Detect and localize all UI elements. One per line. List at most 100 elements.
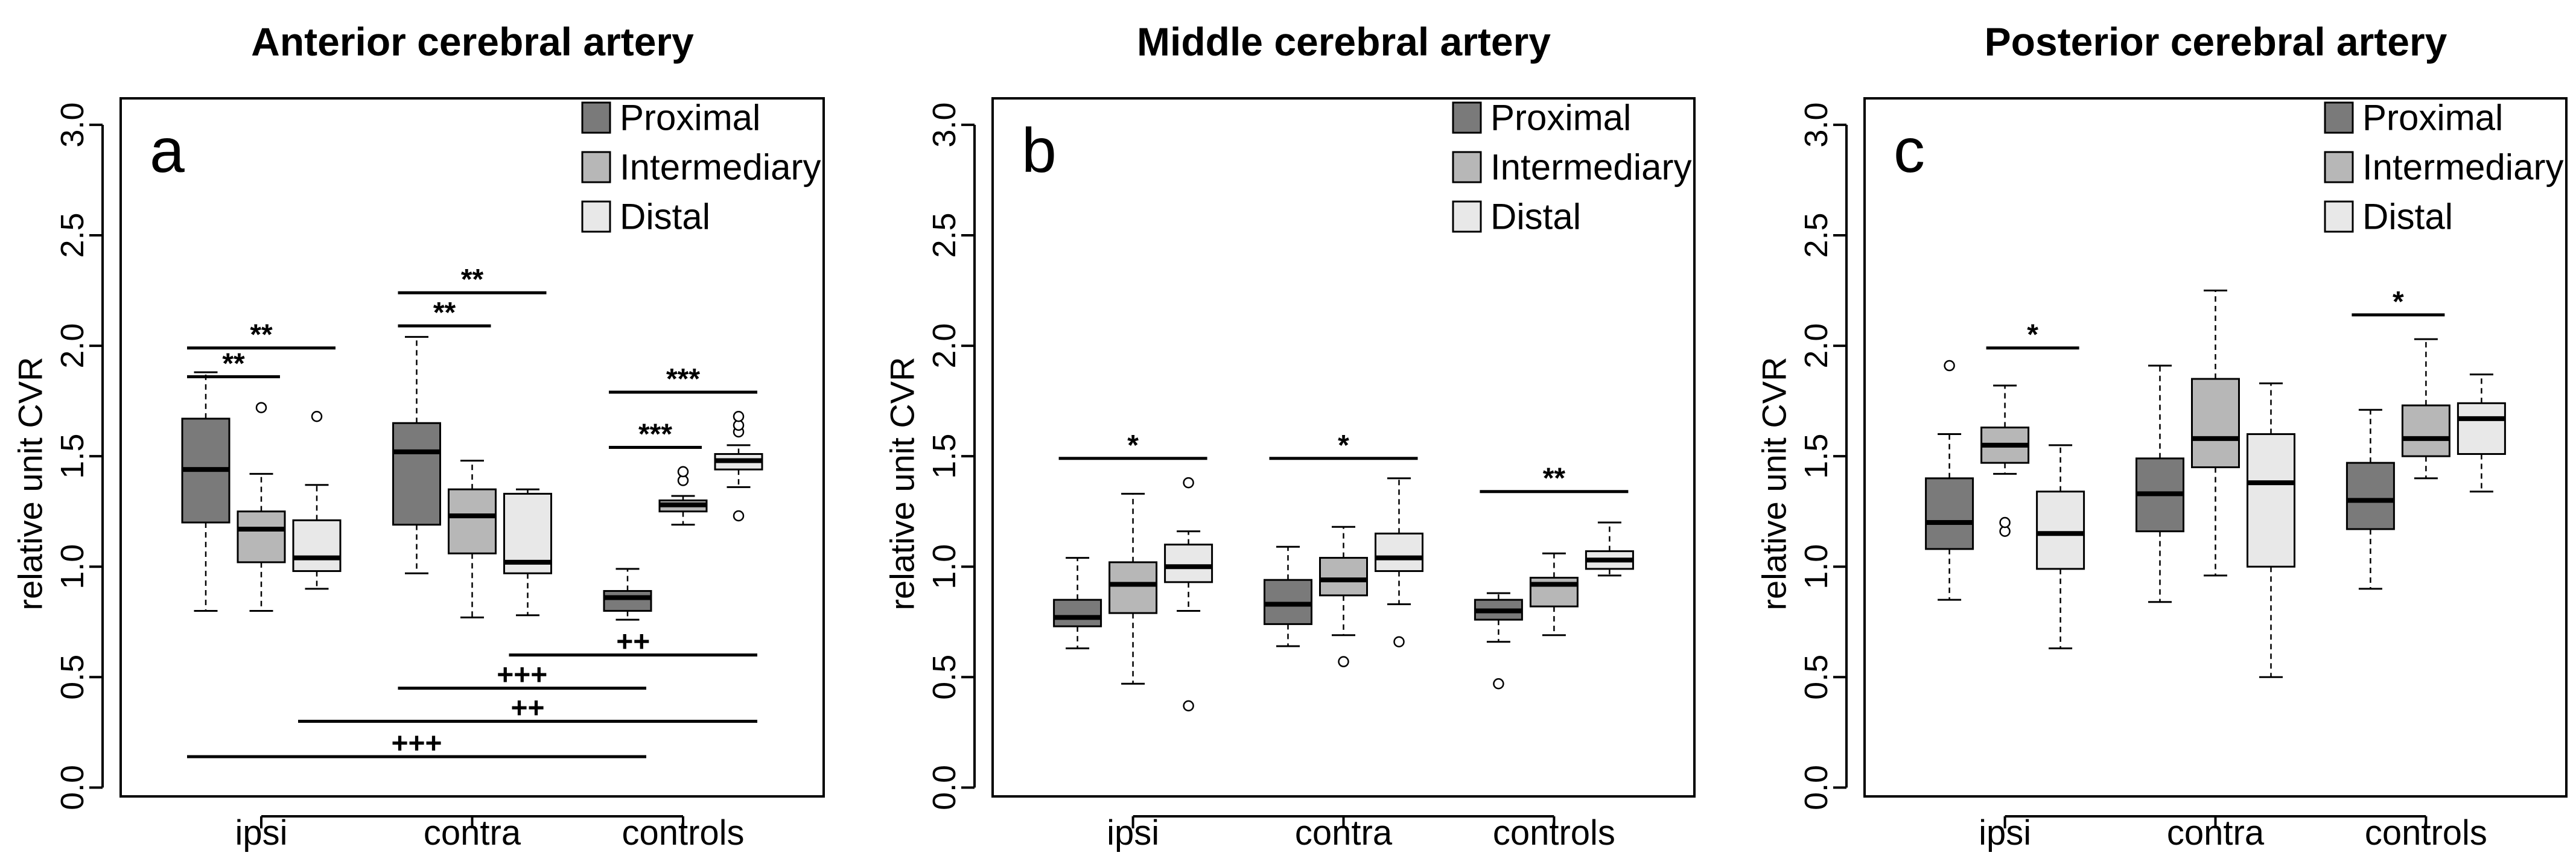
significance-label: ** <box>250 319 273 351</box>
panel-letter: b <box>1022 116 1057 186</box>
legend-label-intermediary: Intermediary <box>2362 147 2563 188</box>
chart-title: Anterior cerebral artery <box>251 19 694 64</box>
y-tick-label: 2.5 <box>926 212 962 258</box>
box-c-controls-proximal <box>2345 408 2395 590</box>
significance-label: * <box>1127 430 1139 462</box>
outlier-point <box>1999 516 2011 529</box>
outlier-point <box>1493 678 1504 690</box>
y-tick-label: 2.0 <box>1798 323 1834 369</box>
plot-frame <box>119 97 825 798</box>
box-b-controls-distal <box>1585 521 1634 577</box>
y-axis-label: relative unit CVR <box>883 357 921 610</box>
y-tick-label: 2.0 <box>926 323 962 369</box>
plot-frame <box>991 97 1696 798</box>
legend-swatch-distal <box>2324 200 2354 233</box>
y-tick-label: 1.5 <box>54 434 91 479</box>
legend-label-proximal: Proximal <box>620 98 760 138</box>
panel-c: Posterior cerebral artery c 0.0 0.5 1.0 1.5 2.… <box>1755 19 2568 853</box>
significance-label: ** <box>1543 463 1566 495</box>
legend-swatch-distal <box>581 200 611 233</box>
legend: Proximal Intermediary Distal <box>1452 98 1691 237</box>
box-a-ipsi-intermediary <box>237 402 286 612</box>
y-tick-label: 1.0 <box>926 544 962 589</box>
box-iqr <box>1375 532 1423 573</box>
box-b-contra-proximal <box>1264 545 1312 647</box>
box-c-ipsi-distal <box>2036 444 2085 650</box>
box-a-controls-intermediary <box>658 466 708 526</box>
box-a-controls-proximal <box>603 568 652 621</box>
x-tick-label-controls: controls <box>1493 813 1615 853</box>
x-tick-label-controls: controls <box>622 813 744 853</box>
box-a-controls-distal <box>714 410 763 522</box>
panel-a: Anterior cerebral artery a 0.0 0.5 1.0 1.5 2.0… <box>11 19 825 853</box>
significance-label: * <box>1338 430 1349 462</box>
box-iqr <box>2345 462 2395 530</box>
box-b-controls-intermediary <box>1529 552 1579 637</box>
y-tick-label: 3.0 <box>1798 102 1834 147</box>
y-tick-label: 0.0 <box>1798 765 1834 810</box>
box-b-contra-distal <box>1375 477 1423 647</box>
box-c-contra-intermediary <box>2191 290 2240 577</box>
box-a-contra-intermediary <box>448 459 497 618</box>
significance-label: *** <box>666 363 700 395</box>
y-tick-label: 3.0 <box>54 102 91 147</box>
panel-letter: a <box>150 116 185 186</box>
legend-swatch-distal <box>1452 200 1482 233</box>
box-iqr <box>1164 544 1213 583</box>
significance-label: ** <box>433 297 456 329</box>
y-tick-label: 1.0 <box>54 544 91 589</box>
box-b-contra-intermediary <box>1319 526 1368 667</box>
box-iqr <box>2457 402 2506 455</box>
legend-swatch-intermediary <box>2324 151 2354 183</box>
significance-label: +++ <box>497 659 547 691</box>
box-c-contra-proximal <box>2136 364 2184 603</box>
chart-title: Posterior cerebral artery <box>1985 19 2447 64</box>
significance-label: ** <box>222 348 245 380</box>
outlier-point <box>1183 477 1194 489</box>
y-tick-label: 0.5 <box>54 655 91 700</box>
x-tick-label-contra: contra <box>2167 813 2265 853</box>
box-iqr <box>2247 433 2295 568</box>
significance-label: ++ <box>510 693 544 725</box>
box-iqr <box>2401 404 2450 457</box>
x-tick-label-ipsi: ipsi <box>1979 813 2031 853</box>
y-tick-label: 0.5 <box>1798 655 1834 700</box>
legend: Proximal Intermediary Distal <box>2324 98 2563 237</box>
y-axis-label: relative unit CVR <box>11 357 49 610</box>
y-tick-label: 2.5 <box>54 212 91 258</box>
significance-label: * <box>2393 286 2404 318</box>
x-tick-label-controls: controls <box>2365 813 2487 853</box>
legend-swatch-intermediary <box>581 151 611 183</box>
outlier-point <box>677 466 689 478</box>
box-a-ipsi-distal <box>292 410 342 590</box>
box-b-ipsi-distal <box>1164 477 1213 712</box>
y-tick-label: 3.0 <box>926 102 962 147</box>
box-iqr <box>448 488 497 554</box>
box-a-contra-proximal <box>392 335 441 574</box>
box-c-ipsi-intermediary <box>1980 384 2030 537</box>
legend-swatch-proximal <box>581 101 611 134</box>
box-iqr <box>2036 491 2085 570</box>
box-b-controls-proximal <box>1474 592 1523 690</box>
legend-label-proximal: Proximal <box>1490 98 1631 138</box>
x-tick-label-ipsi: ipsi <box>235 813 287 853</box>
legend-swatch-proximal <box>2324 101 2354 134</box>
box-a-contra-distal <box>503 488 552 617</box>
x-tick-label-ipsi: ipsi <box>1107 813 1159 853</box>
legend-swatch-proximal <box>1452 101 1482 134</box>
box-a-ipsi-proximal <box>181 371 231 612</box>
outlier-point <box>1183 700 1194 712</box>
box-iqr <box>237 510 286 564</box>
box-iqr <box>1925 477 1974 550</box>
box-iqr <box>603 589 652 612</box>
box-c-controls-distal <box>2457 373 2506 493</box>
legend-swatch-intermediary <box>1452 151 1482 183</box>
legend-label-intermediary: Intermediary <box>1490 147 1691 188</box>
box-iqr <box>1108 561 1158 614</box>
box-c-contra-distal <box>2247 382 2295 678</box>
box-iqr <box>292 519 342 573</box>
y-tick-label: 1.0 <box>1798 544 1834 589</box>
plot-frame <box>1863 97 2568 798</box>
y-tick-label: 1.5 <box>926 434 962 479</box>
legend-label-distal: Distal <box>2362 197 2453 237</box>
